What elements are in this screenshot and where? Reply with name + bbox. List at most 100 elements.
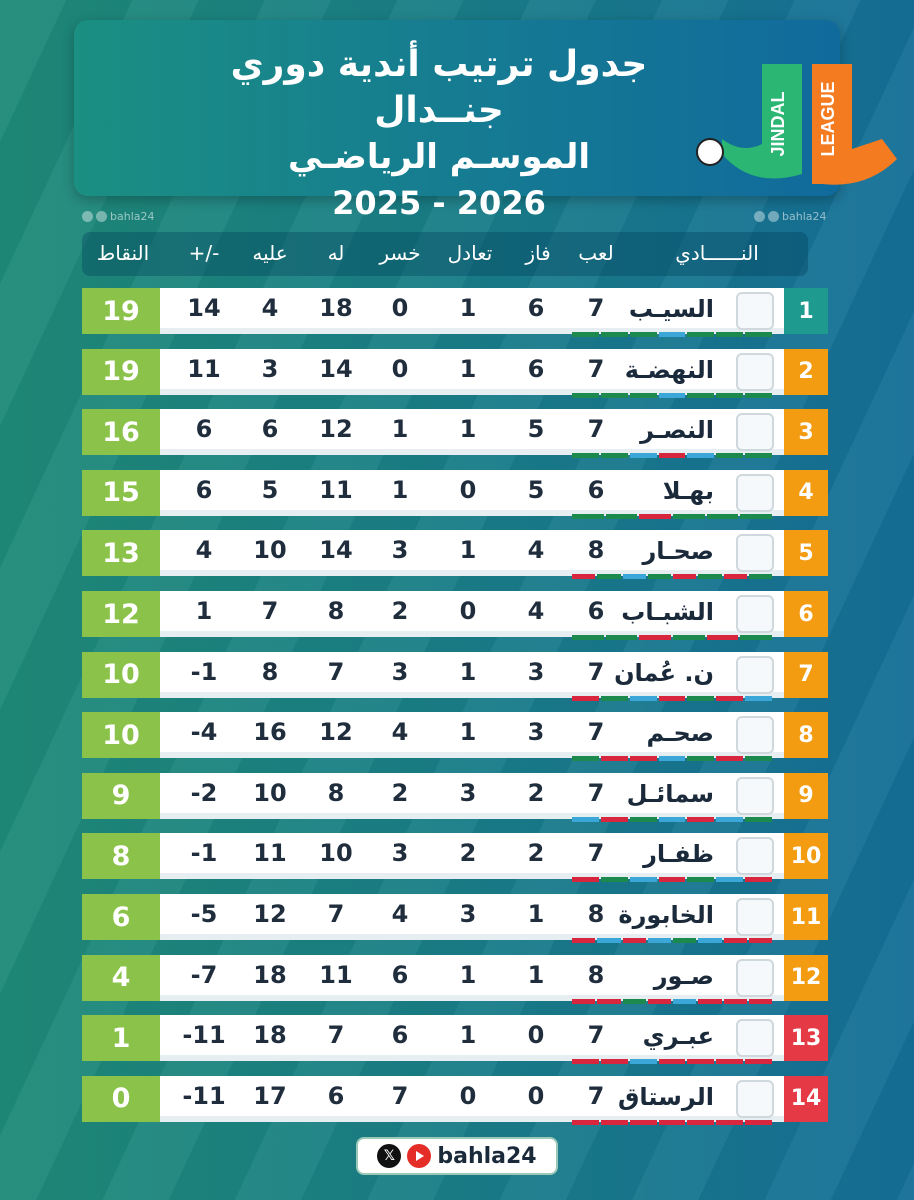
form-mark bbox=[600, 816, 628, 822]
form-mark bbox=[673, 998, 697, 1004]
cell-won: 5 bbox=[527, 475, 545, 504]
football-icon bbox=[696, 138, 724, 166]
nasr-crest-icon bbox=[736, 413, 774, 452]
form-mark bbox=[629, 1059, 657, 1065]
youtube-icon bbox=[407, 1144, 432, 1168]
cell-diff: -11 bbox=[182, 1081, 226, 1110]
cell-for: 11 bbox=[319, 475, 353, 504]
form-mark bbox=[687, 695, 715, 701]
form-mark bbox=[572, 332, 599, 337]
cell-won: 3 bbox=[527, 657, 545, 686]
header-won: فاز bbox=[525, 241, 551, 265]
team-name: الشبـاب bbox=[621, 598, 714, 626]
form-mark bbox=[745, 695, 773, 701]
team-name: ن. عُمان bbox=[614, 658, 714, 687]
rank-badge: 11 bbox=[784, 894, 828, 940]
form-mark bbox=[572, 998, 596, 1004]
cell-played: 6 bbox=[587, 475, 605, 504]
cell-drawn: 0 bbox=[459, 1081, 477, 1110]
recent-form bbox=[572, 816, 773, 822]
points-cell: 6 bbox=[82, 894, 160, 940]
cell-played: 8 bbox=[587, 900, 605, 928]
jindal-league-logo: JINDAL LEAGUE bbox=[696, 64, 897, 185]
cell-diff: -1 bbox=[190, 657, 218, 686]
rank-badge: 6 bbox=[784, 591, 828, 637]
cell-lost: 0 bbox=[391, 294, 409, 322]
form-mark bbox=[716, 453, 744, 459]
form-mark bbox=[716, 695, 744, 701]
cell-played: 7 bbox=[587, 657, 605, 686]
form-mark bbox=[600, 1059, 628, 1065]
cell-played: 7 bbox=[587, 1021, 605, 1050]
cell-lost: 2 bbox=[391, 597, 409, 625]
cell-won: 2 bbox=[527, 778, 545, 807]
form-mark bbox=[600, 332, 628, 337]
bahla-crest-icon bbox=[736, 473, 774, 512]
form-mark bbox=[629, 816, 657, 822]
cell-for: 12 bbox=[319, 718, 353, 747]
cell-drawn: 1 bbox=[459, 1021, 477, 1050]
cell-won: 0 bbox=[527, 1081, 545, 1110]
form-mark bbox=[687, 756, 715, 762]
cell-against: 7 bbox=[261, 597, 279, 625]
form-mark bbox=[658, 392, 686, 398]
header-drawn: تعادل bbox=[447, 241, 493, 265]
page-title: جدول ترتيب أندية دوري جنــدال bbox=[230, 44, 648, 131]
team-name: الرستاق bbox=[617, 1082, 714, 1111]
footer-badge[interactable]: 𝕏 bahla24 bbox=[356, 1137, 558, 1175]
rank-badge: 12 bbox=[784, 954, 828, 1001]
watermark-left: bahla24 bbox=[82, 207, 162, 225]
form-mark bbox=[723, 938, 747, 943]
logo-text-league: LEAGUE bbox=[818, 81, 838, 156]
form-mark bbox=[629, 1119, 657, 1125]
cell-drawn: 1 bbox=[459, 415, 477, 444]
cell-for: 14 bbox=[319, 536, 353, 565]
cell-drawn: 1 bbox=[459, 718, 477, 747]
sib-crest-icon bbox=[736, 292, 774, 330]
cell-diff: 1 bbox=[195, 597, 213, 625]
form-mark bbox=[605, 513, 638, 519]
form-mark bbox=[716, 877, 744, 883]
watermark-text: bahla24 bbox=[782, 209, 827, 223]
table-row: -11 18 7 6 1 0 7 عبـري 1 13 bbox=[82, 1015, 828, 1065]
form-mark bbox=[706, 513, 739, 519]
x-icon: 𝕏 bbox=[377, 1144, 402, 1168]
team-name: ظفـار bbox=[643, 840, 714, 869]
cell-diff: -1 bbox=[190, 839, 218, 868]
recent-form bbox=[572, 998, 772, 1004]
form-mark bbox=[716, 332, 744, 337]
cell-against: 3 bbox=[261, 354, 279, 383]
row-body: -1 8 7 3 1 3 7 ن. عُمان bbox=[160, 651, 784, 701]
form-mark bbox=[716, 392, 744, 398]
cell-won: 3 bbox=[527, 718, 545, 747]
form-mark bbox=[597, 998, 621, 1004]
rank-badge: 1 bbox=[784, 288, 828, 334]
form-mark bbox=[673, 635, 705, 640]
cell-diff: 4 bbox=[195, 536, 213, 565]
cell-for: 18 bbox=[319, 294, 353, 322]
footer-label: bahla24 bbox=[437, 1143, 537, 1169]
form-mark bbox=[622, 938, 646, 943]
khaboura-crest-icon bbox=[736, 898, 774, 936]
form-mark bbox=[572, 877, 599, 883]
rank-badge: 2 bbox=[784, 348, 828, 395]
recent-form bbox=[572, 453, 773, 459]
cell-for: 14 bbox=[319, 354, 353, 383]
cell-drawn: 1 bbox=[459, 294, 477, 322]
cell-played: 7 bbox=[587, 778, 605, 807]
cell-for: 7 bbox=[327, 900, 345, 928]
cell-lost: 7 bbox=[391, 1081, 409, 1110]
points-cell: 12 bbox=[82, 591, 160, 637]
cell-lost: 3 bbox=[391, 657, 409, 686]
cell-won: 6 bbox=[527, 294, 545, 322]
form-mark bbox=[716, 1119, 744, 1125]
form-mark bbox=[600, 392, 628, 398]
points-cell: 0 bbox=[82, 1075, 160, 1122]
form-mark bbox=[673, 938, 697, 943]
cell-played: 7 bbox=[587, 839, 605, 868]
table-row: -4 16 12 4 1 3 7 صحـم 10 8 bbox=[82, 712, 828, 762]
form-mark bbox=[600, 1119, 628, 1125]
rank-badge: 7 bbox=[784, 651, 828, 698]
season-label: الموسـم الرياضـي bbox=[287, 137, 591, 177]
cell-drawn: 2 bbox=[459, 839, 477, 868]
